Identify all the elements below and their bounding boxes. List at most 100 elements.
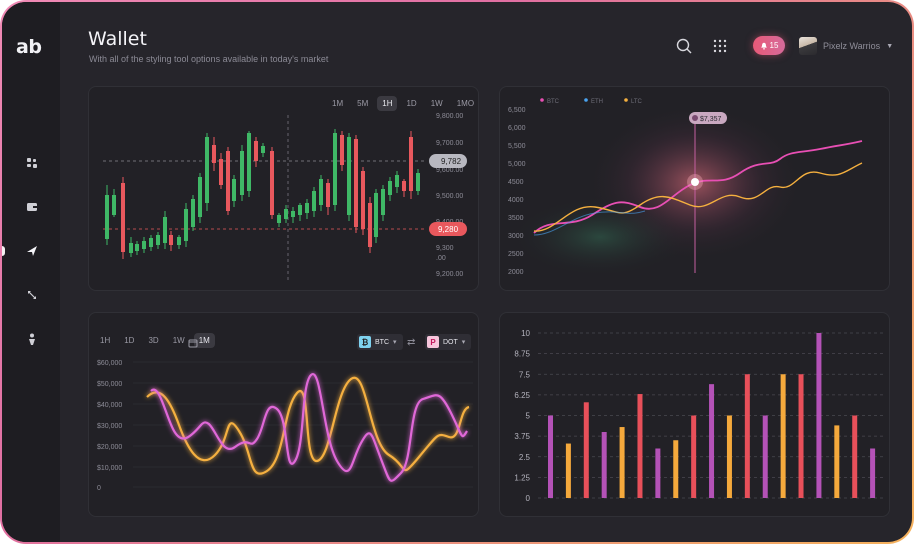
chevron-down-icon: ▾	[461, 339, 466, 346]
y-axis-label: 1.25	[514, 473, 530, 482]
bitcoin-icon: ₿	[359, 336, 371, 348]
bell-icon	[760, 42, 767, 50]
candle-body	[291, 211, 295, 217]
notifications-button[interactable]: 15	[753, 36, 785, 55]
y-axis-label: $40,000	[97, 402, 122, 409]
candle-body	[191, 199, 195, 227]
candle-body	[347, 137, 351, 215]
y-axis-label: 5,000	[508, 161, 526, 168]
swap-icon[interactable]: ⇄	[407, 337, 416, 348]
tab-1mo[interactable]: 1MO	[456, 99, 475, 108]
tab-5m[interactable]: 5M	[357, 99, 369, 108]
candle-body	[254, 141, 258, 161]
tab-1d[interactable]: 1D	[406, 99, 417, 108]
tab-1h[interactable]: 1H	[377, 96, 398, 111]
sidebar: ab	[2, 2, 60, 542]
y-axis-label: 4500	[508, 179, 524, 186]
y-axis-label: $50,000	[97, 381, 122, 388]
candle-body	[219, 159, 223, 185]
legend-label: LTC	[631, 99, 643, 105]
grid-icon	[713, 39, 727, 53]
tooltip-value: $7,357	[700, 116, 722, 123]
sidebar-item-wallet[interactable]	[23, 198, 41, 216]
bar	[726, 415, 732, 498]
chevron-down-icon: ▼	[886, 42, 894, 50]
glow-area	[510, 197, 690, 277]
from-coin-select[interactable]: ₿ BTC ▾	[357, 334, 403, 350]
candlestick-panel: 1M 5M 1H 1D 1W 1MO 9,800.00 9,700.00 9,600.00 9,…	[88, 86, 479, 291]
candle-body	[232, 179, 236, 201]
y-axis-label: 6,500	[508, 107, 526, 114]
candle-body	[340, 135, 344, 165]
logo: ab	[16, 36, 42, 58]
btc-wave-line	[150, 373, 468, 482]
candle-body	[261, 146, 265, 153]
legend-dot-btc	[540, 98, 544, 102]
calendar-icon	[188, 339, 198, 348]
y-axis-label: 0	[526, 494, 531, 503]
y-axis-label: 6,000	[508, 125, 526, 132]
candle-body	[354, 139, 358, 227]
y-axis-label: $20,000	[97, 444, 122, 451]
line-chart-panel: BTC ETH LTC 6,500 6,000 5,500 5,000 4500 4000 350…	[499, 86, 890, 291]
y-axis-label: 5,500	[508, 143, 526, 150]
price-axis-label: 9,600.00	[436, 167, 463, 174]
price-axis-label: .00	[436, 255, 446, 262]
bar-chart-panel: 10 8.75 7.5 6.25 5 3.75 2.5 1.25 0	[499, 312, 890, 517]
apps-button[interactable]	[711, 37, 729, 55]
notification-count: 15	[769, 41, 779, 50]
legend-label: BTC	[547, 99, 560, 105]
tab-1w[interactable]: 1W	[430, 99, 443, 108]
candle-body	[298, 205, 302, 215]
user-name: Pixelz Warrios	[823, 41, 881, 51]
dot-wave-line	[146, 376, 470, 475]
tab-1m[interactable]: 1M	[193, 333, 215, 348]
tab-1d[interactable]: 1D	[124, 336, 135, 345]
ltc-line	[533, 162, 863, 232]
y-axis-label: $60,000	[97, 360, 122, 367]
bar	[744, 374, 750, 498]
bar	[834, 425, 840, 498]
wave-chart: $60,000 $50,000 $40,000 $30,000 $20,000 $10,0…	[97, 360, 473, 492]
sidebar-item-dashboard[interactable]	[23, 154, 41, 172]
marker-price-badge	[429, 222, 467, 236]
y-axis-label: 4000	[508, 197, 524, 204]
tooltip-badge	[689, 112, 727, 124]
polkadot-icon: P	[427, 336, 439, 348]
bar	[762, 415, 768, 498]
y-axis-label: 3500	[508, 215, 524, 222]
sidebar-item-exchange[interactable]	[23, 286, 41, 304]
candle-body	[333, 133, 337, 205]
y-axis-label: 10	[521, 329, 530, 338]
y-axis-label: 2500	[508, 251, 524, 258]
bar	[655, 448, 661, 498]
y-axis-label: 2000	[508, 269, 524, 276]
bar	[870, 448, 876, 498]
bar	[709, 384, 715, 498]
tab-1h[interactable]: 1H	[100, 336, 111, 345]
search-button[interactable]	[675, 37, 693, 55]
calendar-button[interactable]	[188, 335, 198, 348]
user-menu[interactable]: Pixelz Warrios ▼	[799, 36, 893, 56]
price-line-chart: BTC ETH LTC 6,500 6,000 5,500 5,000 4500 4000 350…	[508, 98, 863, 277]
sidebar-item-profile[interactable]	[23, 330, 41, 348]
candle-body	[381, 189, 385, 215]
tab-3d[interactable]: 3D	[148, 336, 159, 345]
candle-body	[198, 177, 202, 217]
current-price-badge	[429, 154, 467, 168]
candle-body	[121, 183, 125, 252]
candle-body	[409, 137, 413, 191]
tooltip-dot	[692, 115, 698, 121]
tab-1m[interactable]: 1M	[332, 99, 344, 108]
to-coin-select[interactable]: P DOT ▾	[425, 334, 472, 350]
marker-price-text: 9,280	[438, 225, 459, 234]
bar	[548, 415, 553, 498]
sidebar-item-send[interactable]	[23, 242, 41, 260]
candle-body	[105, 195, 109, 239]
tab-1w[interactable]: 1W	[172, 336, 185, 345]
y-axis-label: 0	[97, 485, 101, 492]
y-axis-label: $10,000	[97, 465, 122, 472]
y-axis-label: 7.5	[519, 370, 531, 379]
